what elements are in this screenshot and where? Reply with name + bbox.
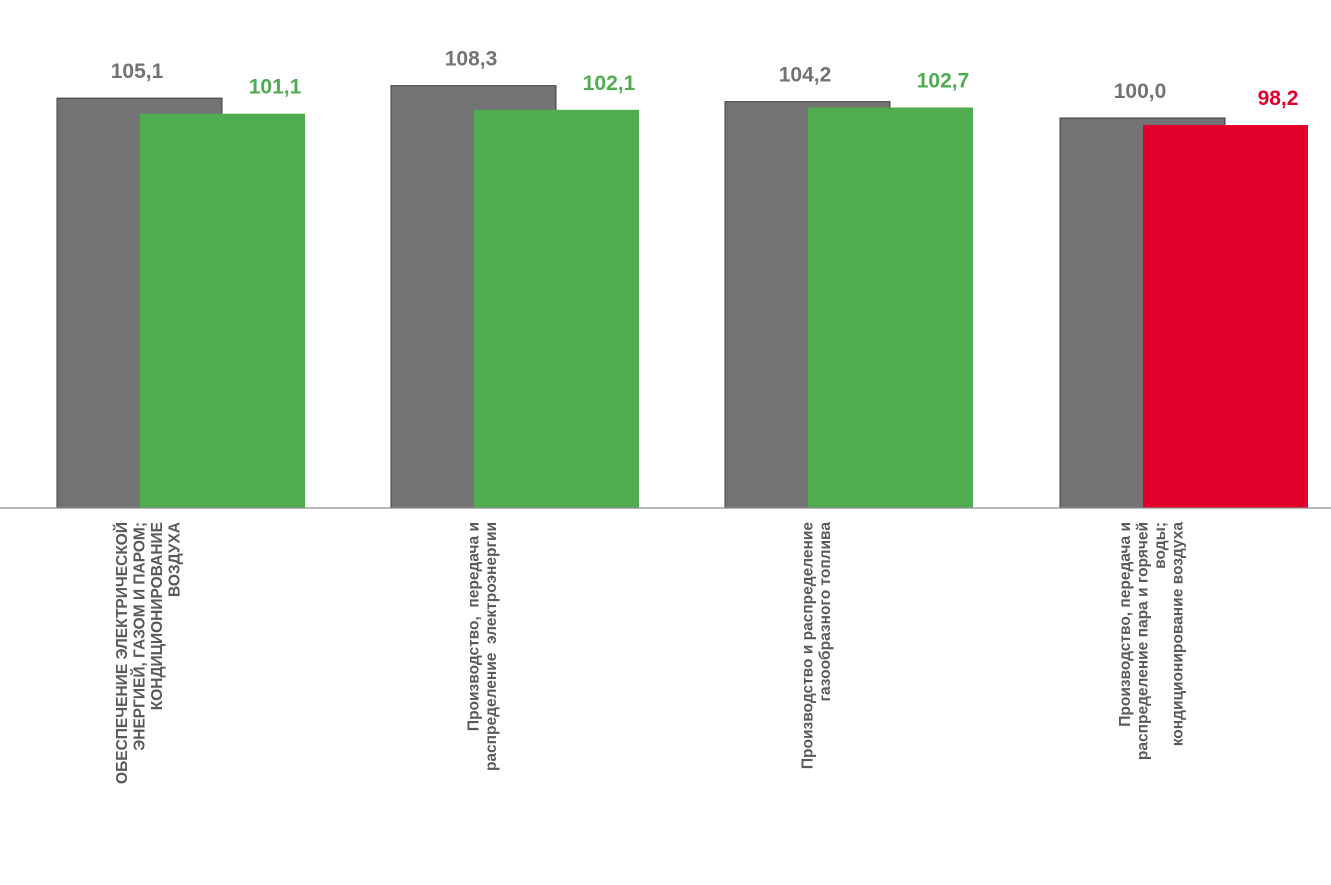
category-label-2-line-1: Производство, передача и: [465, 522, 482, 731]
data-label-series2-3: 102,7: [917, 69, 970, 92]
data-label-series2-4: 98,2: [1258, 87, 1299, 110]
category-label-1-line-4: ВОЗДУХА: [166, 522, 183, 597]
bar-series2-4: [1143, 125, 1308, 509]
category-label-3-line-1: Производство и распределение: [799, 522, 816, 769]
data-label-series2-1: 101,1: [249, 76, 302, 99]
category-label-2-line-2: распределение электроэнергии: [483, 522, 500, 771]
category-label-1: ОБЕСПЕЧЕНИЕ ЭЛЕКТРИЧЕСКОЙ ЭНЕРГИЕЙ, ГАЗОМ…: [113, 522, 184, 784]
data-label-series1-1: 105,1: [111, 60, 164, 83]
bar-series2-3: [808, 107, 973, 508]
category-label-4-line-4: кондиционирование воздуха: [1169, 522, 1186, 747]
category-label-3: Производство и распределение газообразног…: [799, 522, 834, 769]
category-label-4-line-1: Производство, передача и: [1117, 522, 1134, 727]
data-label-series1-2: 108,3: [445, 48, 498, 71]
category-label-1-line-2: ЭНЕРГИЕЙ, ГАЗОМ И ПАРОМ;: [130, 522, 148, 751]
category-label-1-line-3: КОНДИЦИОНИРОВАНИЕ: [149, 522, 166, 710]
category-label-4: Производство, передача и распределение па…: [1117, 522, 1187, 760]
data-label-series1-4: 100,0: [1114, 80, 1167, 103]
category-label-1-line-1: ОБЕСПЕЧЕНИЕ ЭЛЕКТРИЧЕСКОЙ: [113, 522, 131, 784]
category-label-4-line-3: воды;: [1152, 522, 1169, 569]
category-label-4-line-2: распределение пара и горячей: [1134, 522, 1151, 760]
data-label-series1-3: 104,2: [779, 64, 832, 87]
data-label-series2-2: 102,1: [583, 72, 636, 95]
category-label-3-line-2: газообразного топлива: [817, 522, 834, 702]
category-label-2: Производство, передача и распределение эл…: [465, 522, 500, 771]
bar-series2-1: [140, 113, 305, 509]
bar-series2-2: [474, 109, 639, 508]
